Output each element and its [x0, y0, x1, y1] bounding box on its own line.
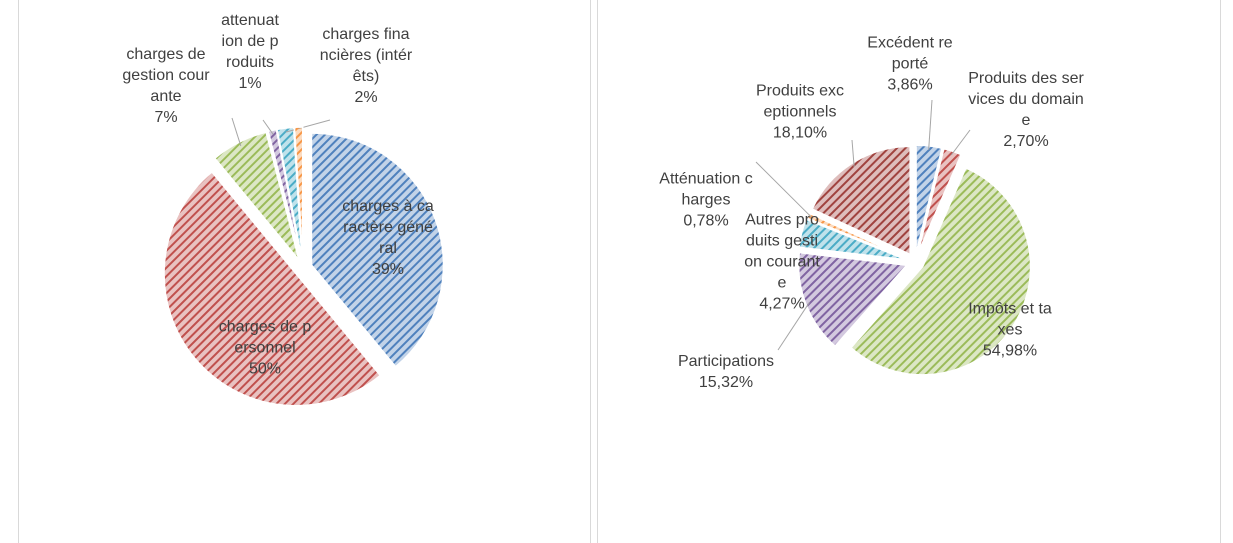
category-name: Produits exceptionnels [755, 82, 845, 121]
category-name: Produits des services du domaine [968, 70, 1084, 129]
pie-slice [805, 212, 908, 260]
category-name: Autres produits gestion courante [744, 211, 820, 292]
slice-label: Participations 15,32% [676, 351, 776, 393]
slice-label: charges à caractère général 39% [342, 196, 434, 280]
category-name: charges de gestion courante [122, 46, 210, 105]
left-panel [18, 0, 591, 543]
pie-slice [798, 218, 907, 261]
leader-line [851, 139, 855, 167]
value-label: 3,86% [887, 76, 933, 94]
value-label: 54,98% [982, 342, 1038, 360]
category-name: Impôts et taxes [968, 300, 1052, 339]
slice-label: Produits exceptionnels 18,10% [752, 81, 848, 144]
leader-line [950, 129, 971, 156]
leader-line [777, 302, 810, 351]
value-label: 2,70% [1003, 133, 1049, 150]
leader-line [928, 99, 933, 150]
category-name: attenuation de produits [221, 12, 279, 71]
pie-slice [811, 145, 911, 256]
pie-slice [310, 132, 445, 368]
leader-line [231, 117, 242, 147]
value-label: 4,27% [759, 295, 805, 313]
right-panel [597, 0, 1221, 543]
category-name: Excédent reporté [867, 34, 953, 73]
value-label: 2% [354, 89, 378, 106]
pie-slice [276, 126, 303, 260]
value-label: 7% [154, 109, 178, 126]
pie-slice [267, 128, 302, 260]
leader-line [285, 119, 331, 133]
pie-slice [293, 126, 304, 260]
category-name: Participations [677, 353, 775, 370]
category-name: charges financières (intérêts) [319, 26, 413, 85]
value-label: 39% [371, 261, 405, 278]
slice-label: Excédent reporté 3,86% [865, 33, 955, 96]
category-name: charges de personnel [218, 318, 312, 357]
slice-label: charges de personnel 50% [215, 317, 315, 380]
slice-label: Atténuation charges 0,78% [658, 169, 754, 232]
pie-slice [213, 131, 300, 261]
value-label: 0,78% [683, 212, 729, 230]
pie-slice [917, 147, 963, 254]
pie-slice [797, 251, 909, 348]
leader-line [262, 119, 274, 135]
slice-label: Autres produits gestion courante 4,27% [742, 210, 822, 315]
category-name: charges à caractère général [342, 198, 434, 257]
value-label: 18,10% [772, 124, 828, 142]
slice-label: attenuation de produits 1% [221, 10, 279, 94]
value-label: 50% [248, 360, 282, 378]
slice-label: Impôts et taxes 54,98% [965, 299, 1055, 362]
slice-label: Produits des services du domaine 2,70% [966, 68, 1086, 152]
pie-slice [849, 166, 1032, 376]
leader-line [755, 161, 812, 218]
value-label: 1% [238, 75, 262, 92]
category-name: Atténuation charges [659, 170, 753, 209]
value-label: 15,32% [698, 374, 754, 391]
pie-slice [163, 170, 382, 407]
slice-label: charges financières (intérêts) 2% [318, 24, 414, 108]
slice-label: charges de gestion courante 7% [121, 44, 211, 128]
